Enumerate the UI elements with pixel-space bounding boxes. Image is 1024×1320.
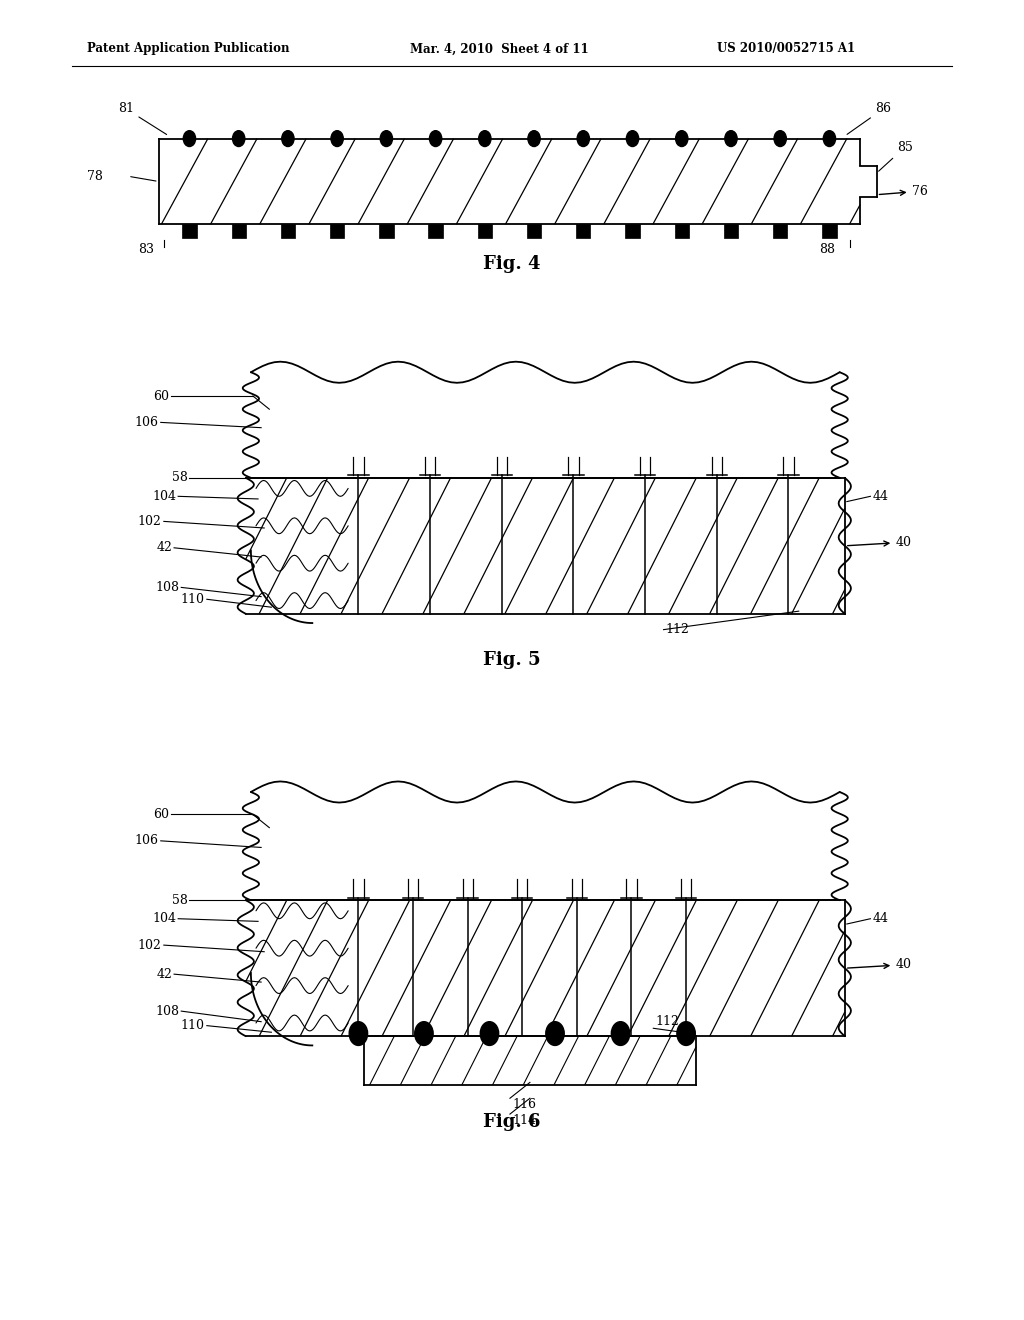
Text: 110: 110 [181, 1019, 205, 1032]
Bar [159, 139, 860, 224]
Circle shape [823, 131, 836, 147]
Circle shape [282, 131, 294, 147]
Bar [859, 166, 878, 197]
Circle shape [546, 1022, 564, 1045]
Text: 102: 102 [138, 515, 162, 528]
Circle shape [331, 131, 343, 147]
Bar [428, 224, 442, 238]
Circle shape [349, 1022, 368, 1045]
Text: 86: 86 [847, 102, 892, 135]
Text: 116: 116 [512, 1098, 536, 1111]
Bar [577, 224, 591, 238]
Bar [364, 1036, 696, 1085]
Circle shape [627, 131, 639, 147]
Text: 85: 85 [879, 141, 913, 172]
Bar [626, 224, 640, 238]
Bar [477, 224, 492, 238]
Text: 44: 44 [872, 912, 889, 925]
Text: 112: 112 [655, 1015, 679, 1028]
Text: 40: 40 [848, 536, 912, 549]
Text: 102: 102 [138, 939, 162, 952]
Text: Fig. 5: Fig. 5 [483, 651, 541, 669]
Circle shape [611, 1022, 630, 1045]
Text: 42: 42 [156, 968, 172, 981]
Circle shape [528, 131, 541, 147]
Text: 108: 108 [156, 581, 179, 594]
Circle shape [415, 1022, 433, 1045]
Circle shape [480, 1022, 499, 1045]
Bar [675, 224, 689, 238]
Circle shape [232, 131, 245, 147]
Text: 83: 83 [138, 243, 155, 256]
Bar [281, 224, 295, 238]
Bar [231, 224, 246, 238]
Text: 81: 81 [118, 102, 167, 135]
Circle shape [578, 131, 590, 147]
Text: 40: 40 [848, 958, 912, 972]
Text: US 2010/0052715 A1: US 2010/0052715 A1 [717, 42, 855, 55]
Bar [246, 900, 845, 1036]
Text: Fig. 6: Fig. 6 [483, 1113, 541, 1131]
Circle shape [774, 131, 786, 147]
Text: 78: 78 [87, 170, 103, 182]
Text: 44: 44 [872, 490, 889, 503]
Circle shape [478, 131, 490, 147]
Circle shape [380, 131, 392, 147]
Text: 110: 110 [181, 593, 205, 606]
Circle shape [676, 131, 688, 147]
Bar [773, 224, 787, 238]
Text: 60: 60 [153, 389, 169, 403]
Bar [246, 478, 845, 614]
Circle shape [725, 131, 737, 147]
Text: 112: 112 [666, 623, 689, 636]
Bar [724, 224, 738, 238]
Circle shape [429, 131, 441, 147]
Text: Fig. 4: Fig. 4 [483, 255, 541, 273]
Text: 58: 58 [171, 471, 187, 484]
Text: 106: 106 [135, 416, 159, 429]
Bar [379, 224, 393, 238]
Text: 88: 88 [819, 243, 836, 256]
Bar [330, 224, 344, 238]
Bar [182, 224, 197, 238]
Text: 108: 108 [156, 1005, 179, 1018]
Circle shape [183, 131, 196, 147]
Text: 104: 104 [153, 490, 176, 503]
Text: Mar. 4, 2010  Sheet 4 of 11: Mar. 4, 2010 Sheet 4 of 11 [410, 42, 588, 55]
Text: 106: 106 [135, 834, 159, 847]
Text: 104: 104 [153, 912, 176, 925]
Bar [251, 792, 840, 900]
Bar [251, 372, 840, 478]
Text: 114: 114 [512, 1114, 536, 1127]
Text: 76: 76 [880, 185, 929, 198]
Bar [527, 224, 542, 238]
Circle shape [677, 1022, 695, 1045]
Bar [822, 224, 837, 238]
Text: 60: 60 [153, 808, 169, 821]
Text: 42: 42 [156, 541, 172, 554]
Text: Patent Application Publication: Patent Application Publication [87, 42, 290, 55]
Text: 58: 58 [171, 894, 187, 907]
